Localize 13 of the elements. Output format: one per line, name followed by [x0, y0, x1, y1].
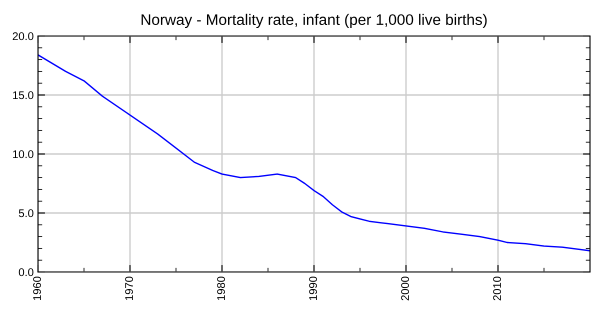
x-tick-label: 2010: [493, 276, 501, 300]
y-tick-label: 20.0: [12, 32, 34, 40]
x-tick-label: 1990: [309, 276, 317, 300]
y-tick-label: 10.0: [13, 150, 34, 158]
chart-title: Norway - Mortality rate, infant (per 1,000 live births): [142, 14, 487, 28]
y-tick-label: 0.0: [18, 268, 34, 276]
y-tick-label: 5.0: [18, 209, 34, 218]
y-tick-label: 15.0: [13, 91, 34, 100]
x-tick-label: 1970: [125, 276, 133, 300]
x-tick-label: 1980: [217, 276, 225, 300]
x-tick-label: 2000: [401, 276, 409, 300]
line-series: [38, 54, 590, 252]
x-tick-label: 1960: [33, 276, 41, 300]
